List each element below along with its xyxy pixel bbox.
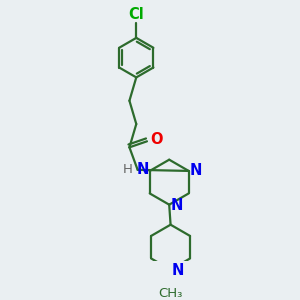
Text: N: N	[171, 198, 183, 213]
Text: H: H	[123, 163, 133, 176]
Text: N: N	[190, 163, 202, 178]
Text: N: N	[172, 263, 184, 278]
Text: N: N	[137, 162, 149, 177]
Text: Cl: Cl	[128, 7, 144, 22]
Text: CH₃: CH₃	[158, 287, 183, 300]
Text: O: O	[151, 132, 163, 147]
